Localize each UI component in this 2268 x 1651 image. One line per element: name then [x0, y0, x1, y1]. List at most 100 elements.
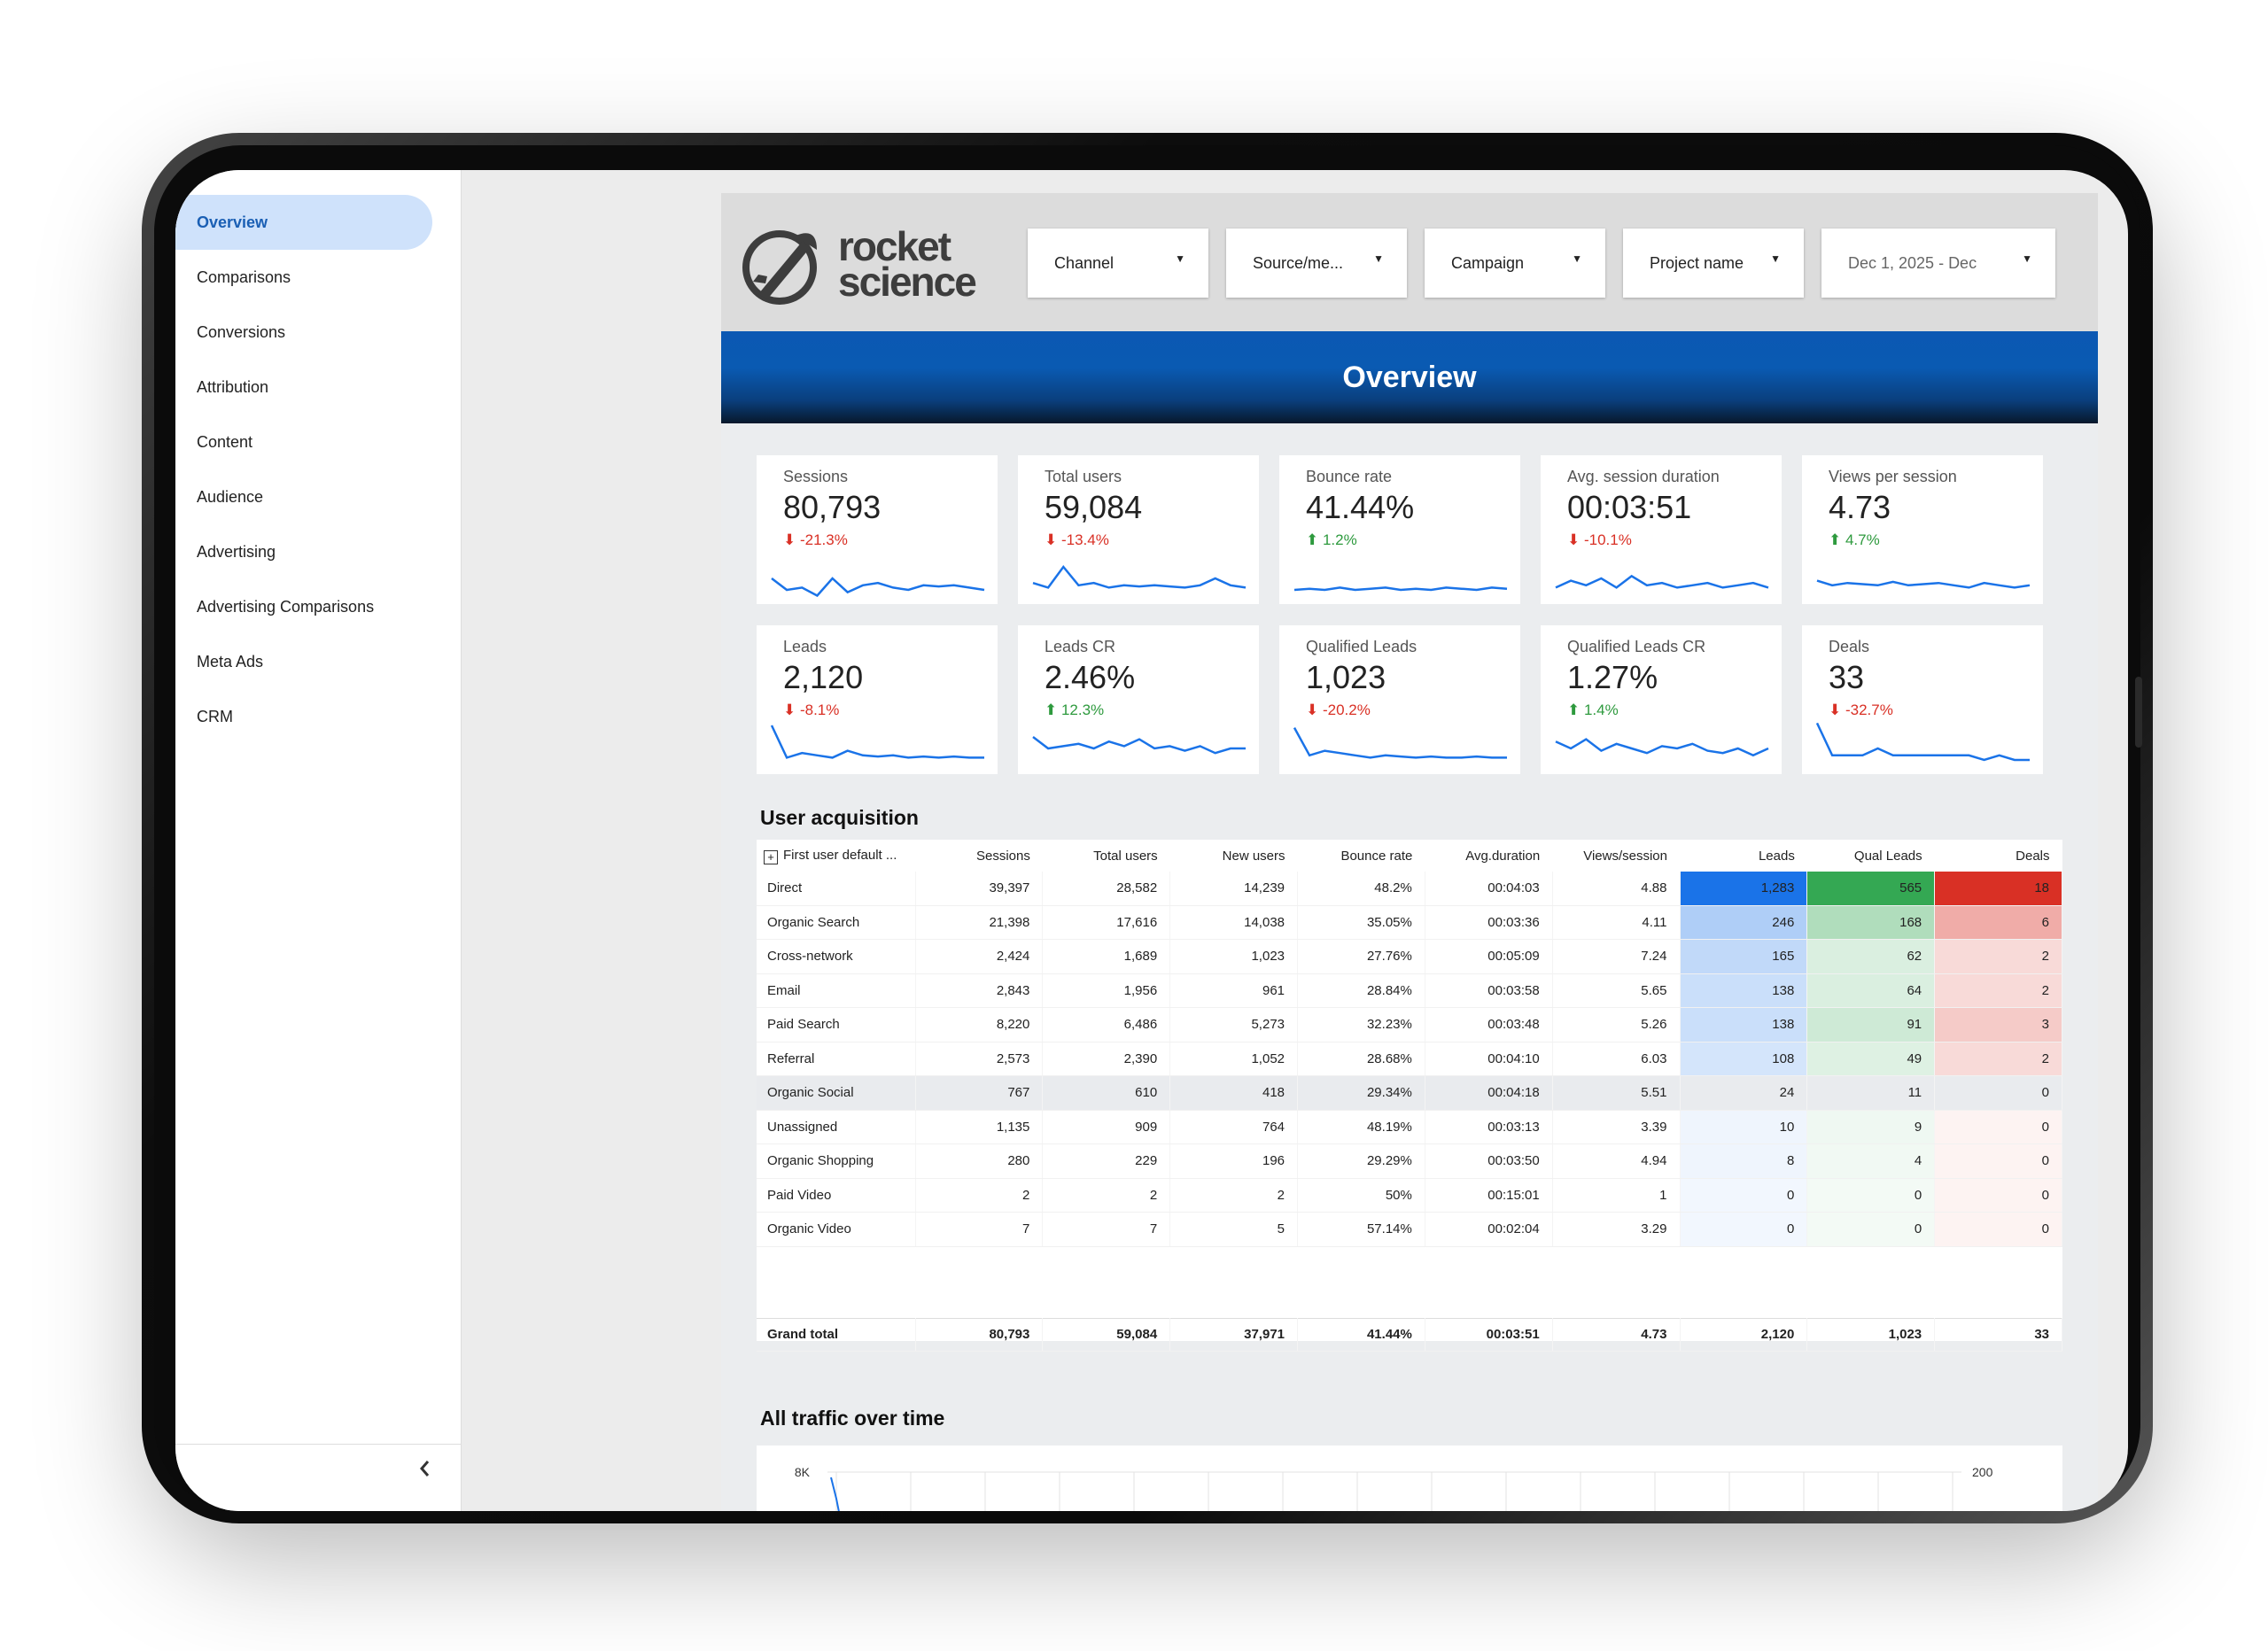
table-cell: 6 [1934, 905, 2062, 940]
table-cell: 91 [1806, 1007, 1936, 1043]
expand-icon[interactable]: + [764, 849, 778, 864]
filter-source-me[interactable]: Source/me... ▼ [1226, 229, 1407, 298]
filter-project-name[interactable]: Project name ▼ [1623, 229, 1804, 298]
kpi-card-sessions: Sessions 80,793 ⬇ -21.3% [757, 455, 998, 604]
table-cell: 2,424 [915, 939, 1044, 974]
table-cell: 28,582 [1042, 872, 1171, 906]
table-row[interactable]: Email 2,843 1,956 961 28.84% 00:03:58 5.65 138 6… [757, 973, 2062, 1008]
kpi-value: 1,023 [1306, 659, 1386, 695]
table-row[interactable]: Referral 2,573 2,390 1,052 28.68% 00:04:10 6.0… [757, 1042, 2062, 1076]
filter-campaign[interactable]: Campaign ▼ [1425, 229, 1605, 298]
y-axis-left-label: 8K [795, 1465, 811, 1479]
column-header[interactable]: Deals [2016, 848, 2050, 864]
kpi-delta-value: 1.4% [1583, 701, 1619, 718]
sidebar-divider [175, 1444, 461, 1446]
sidebar-item-conversions[interactable]: Conversions [197, 323, 286, 341]
table-cell: 0 [1680, 1178, 1808, 1213]
kpi-label: Total users [1045, 468, 1122, 485]
kpi-delta: ⬇ -13.4% [1045, 531, 1109, 549]
table-cell: 7 [1042, 1212, 1171, 1247]
chevron-left-icon[interactable] [411, 1459, 438, 1484]
table-cell: 1,689 [1042, 939, 1171, 974]
table-cell: Unassigned [757, 1110, 916, 1144]
kpi-label: Qualified Leads [1306, 638, 1418, 655]
table-row[interactable]: Organic Video 7 7 5 57.14% 00:02:04 3.29 0 0 0 [757, 1212, 2062, 1247]
dropdown-arrow-icon: ▼ [1373, 252, 1384, 265]
sidebar-nav: Overview Comparisons Conversions Attributio… [175, 170, 461, 744]
column-header[interactable]: New users [1222, 848, 1285, 864]
table-row[interactable]: Paid Search 8,220 6,486 5,273 32.23% 00:03:48… [757, 1007, 2062, 1043]
user-acquisition-table[interactable]: + First user default ... Sessions Total use… [757, 840, 2062, 1352]
table-row[interactable]: Direct 39,397 28,582 14,239 48.2% 00:04:03 4.8… [757, 872, 2062, 906]
sidebar-item-advertising[interactable]: Advertising [197, 543, 276, 561]
sidebar-item-advertising-comparisons[interactable]: Advertising Comparisons [197, 598, 375, 616]
table-cell: 2 [1934, 1042, 2062, 1076]
table-cell: 6.03 [1552, 1042, 1681, 1076]
table-cell: 0 [1680, 1212, 1808, 1247]
table-cell: 909 [1042, 1110, 1171, 1144]
table-cell: 2 [915, 1178, 1044, 1213]
table-cell: 3.29 [1552, 1212, 1681, 1247]
kpi-delta-value: -13.4% [1060, 531, 1109, 548]
table-row[interactable]: Cross-network 2,424 1,689 1,023 27.76% 00:05:… [757, 939, 2062, 974]
total-cell: 33 [1934, 1317, 2062, 1352]
table-row[interactable]: Organic Shopping 280 229 196 29.29% 00:03:50 4… [757, 1143, 2062, 1179]
column-header[interactable]: Bounce rate [1340, 848, 1413, 864]
rocket-science-logo: rocket science [741, 223, 1006, 308]
total-cell: 80,793 [915, 1317, 1044, 1352]
table-row[interactable]: Organic Social 767 610 418 29.34% 00:04:18 5.5… [757, 1075, 2062, 1111]
kpi-label: Qualified Leads CR [1567, 638, 1706, 655]
column-header[interactable]: Leads [1758, 848, 1795, 864]
sidebar-item-audience[interactable]: Audience [197, 488, 264, 506]
column-header[interactable]: Views/session [1583, 848, 1667, 864]
table-cell: 4.11 [1552, 905, 1681, 940]
table-cell: 64 [1806, 973, 1936, 1008]
column-header[interactable]: Sessions [975, 848, 1030, 864]
kpi-label: Sessions [783, 468, 849, 485]
sidebar-item-crm[interactable]: CRM [197, 708, 233, 725]
column-header[interactable]: Total users [1093, 848, 1158, 864]
column-header[interactable]: Qual Leads [1853, 848, 1922, 864]
table-cell: Referral [757, 1042, 916, 1076]
table-cell: 280 [915, 1143, 1044, 1179]
table-spacer [757, 1246, 2062, 1318]
table-cell: Email [757, 973, 916, 1008]
table-row[interactable]: Unassigned 1,135 909 764 48.19% 00:03:13 3.39 1… [757, 1110, 2062, 1144]
traffic-over-time-chart[interactable]: 8K6K200150 [757, 1446, 2062, 1511]
sidebar-item-meta-ads[interactable]: Meta Ads [197, 653, 264, 670]
kpi-card-qualified-leads: Qualified Leads 1,023 ⬇ -20.2% [1279, 625, 1520, 774]
kpi-delta-value: -20.2% [1322, 701, 1371, 718]
table-cell: 961 [1169, 973, 1299, 1008]
sidebar-item-content[interactable]: Content [197, 433, 253, 451]
kpi-card-deals: Deals 33 ⬇ -32.7% [1802, 625, 2043, 774]
kpi-value: 2,120 [783, 659, 864, 695]
filter-date-range[interactable]: Dec 1, 2025 - Dec ▼ [1821, 229, 2055, 298]
filter-channel[interactable]: Channel ▼ [1028, 229, 1208, 298]
sidebar-item-comparisons[interactable]: Comparisons [197, 268, 291, 286]
sidebar-item-attribution[interactable]: Attribution [197, 378, 269, 396]
table-cell: 0 [1806, 1178, 1936, 1213]
table-cell: 00:03:13 [1425, 1110, 1553, 1144]
report-header: rocket science Channel ▼ Source/me... ▼ Camp… [721, 193, 2098, 331]
arrow-up-icon: ⬆ [1829, 531, 1845, 548]
kpi-value: 1.27% [1567, 659, 1658, 695]
table-row[interactable]: Paid Video 2 2 2 50% 00:15:01 1 0 0 0 [757, 1178, 2062, 1213]
table-cell: 246 [1680, 905, 1808, 940]
kpi-card-leads-cr: Leads CR 2.46% ⬆ 12.3% [1018, 625, 1259, 774]
table-cell: 6,486 [1042, 1007, 1171, 1043]
table-cell: 2 [1169, 1178, 1299, 1213]
arrow-down-icon: ⬇ [1045, 531, 1061, 548]
kpi-delta-value: -32.7% [1845, 701, 1893, 718]
kpi-delta-value: -21.3% [799, 531, 848, 548]
table-cell: 5,273 [1169, 1007, 1299, 1043]
column-header[interactable]: Avg.duration [1465, 848, 1541, 864]
column-header[interactable]: + First user default ... [757, 840, 915, 872]
table-row[interactable]: Organic Search 21,398 17,616 14,038 35.05% 00… [757, 905, 2062, 940]
table-cell: 35.05% [1297, 905, 1425, 940]
sparkline [1815, 722, 2030, 762]
sidebar-item-overview[interactable]: Overview [175, 195, 432, 250]
kpi-label: Leads [783, 638, 827, 655]
table-cell: 767 [915, 1075, 1044, 1111]
table-cell: Paid Video [757, 1178, 916, 1213]
table-cell: Organic Video [757, 1212, 916, 1247]
